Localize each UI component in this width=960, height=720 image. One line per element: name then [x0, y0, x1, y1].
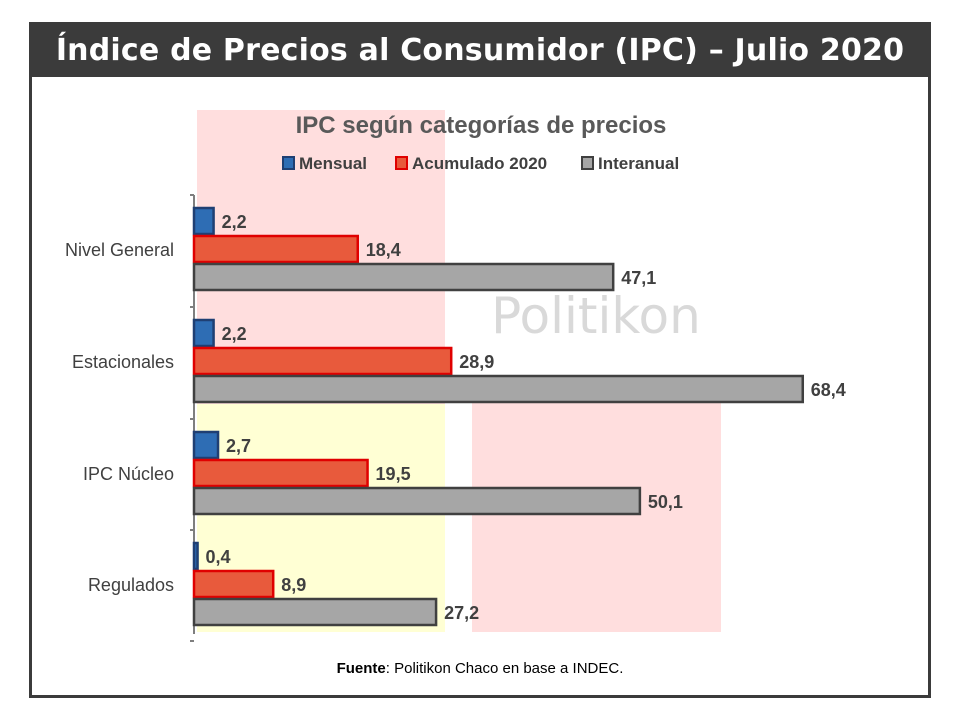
watermark: Politikon [491, 287, 701, 345]
data-label-2-1: 18,4 [366, 240, 401, 260]
category-label-3: IPC Núcleo [83, 464, 174, 484]
legend-swatch-1 [282, 156, 295, 170]
page-title: Índice de Precios al Consumidor (IPC) – … [32, 25, 928, 77]
bar-1-3 [192, 430, 220, 460]
data-label-3-2: 68,4 [811, 380, 846, 400]
source-label: Fuente [336, 660, 386, 677]
bar-1-4 [192, 541, 199, 571]
bar-3-4 [192, 597, 438, 627]
data-label-2-2: 28,9 [459, 352, 494, 372]
source-text: : Politikon Chaco en base a INDEC. [385, 660, 624, 677]
data-label-1-3: 2,7 [226, 436, 251, 456]
bar-1-1 [192, 206, 215, 236]
data-label-2-3: 19,5 [376, 464, 411, 484]
legend-swatch-2 [395, 156, 408, 170]
data-label-2-4: 8,9 [281, 575, 306, 595]
bar-2-4 [192, 569, 275, 599]
chart-title: IPC según categorías de precios [296, 112, 667, 139]
legend-label-1: Mensual [299, 154, 367, 173]
data-label-1-4: 0,4 [206, 547, 231, 567]
legend-label-3: Interanual [598, 154, 679, 173]
category-label-1: Nivel General [65, 240, 174, 260]
data-label-3-4: 27,2 [444, 603, 479, 623]
category-label-4: Regulados [88, 575, 174, 595]
bar-1-2 [192, 318, 215, 348]
bar-2-1 [192, 234, 360, 264]
legend-label-2: Acumulado 2020 [412, 154, 547, 173]
bar-2-3 [192, 458, 369, 488]
bar-2-2 [192, 346, 453, 376]
category-label-2: Estacionales [72, 352, 174, 372]
bar-3-2 [192, 374, 805, 404]
background-band-pink-right [472, 400, 721, 632]
source-note: Fuente: Politikon Chaco en base a INDEC. [0, 660, 960, 677]
data-label-1-1: 2,2 [222, 212, 247, 232]
data-label-3-3: 50,1 [648, 492, 683, 512]
legend-swatch-3 [581, 156, 594, 170]
bar-3-1 [192, 262, 615, 292]
data-label-3-1: 47,1 [621, 268, 656, 288]
data-label-1-2: 2,2 [222, 324, 247, 344]
bar-3-3 [192, 486, 642, 516]
